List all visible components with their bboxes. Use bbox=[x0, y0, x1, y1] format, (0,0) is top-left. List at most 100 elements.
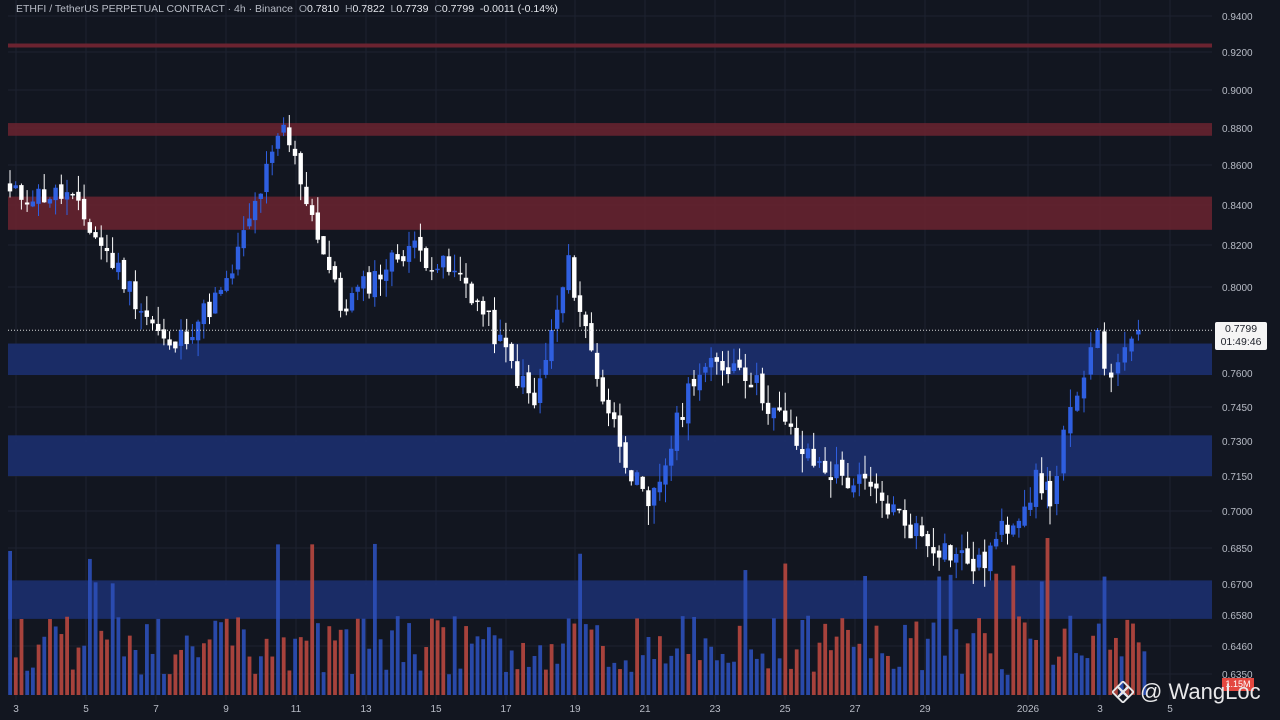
candle-body bbox=[475, 300, 480, 303]
candle-body bbox=[121, 259, 127, 290]
volume-bar bbox=[1102, 576, 1107, 695]
volume-bar bbox=[224, 618, 229, 695]
volume-bar bbox=[692, 616, 696, 695]
volume-bar bbox=[1000, 669, 1004, 695]
volume-bar bbox=[31, 667, 35, 695]
candle-body bbox=[195, 321, 201, 341]
volume-bar bbox=[1108, 649, 1113, 695]
volume-bar bbox=[800, 619, 805, 695]
candle-body bbox=[663, 465, 668, 485]
candle-body bbox=[577, 295, 583, 312]
volume-bar bbox=[384, 669, 389, 695]
volume-bar bbox=[726, 662, 731, 695]
volume-bar bbox=[19, 618, 24, 695]
candle-body bbox=[418, 236, 423, 251]
candle-body bbox=[1011, 525, 1016, 535]
candle-body bbox=[822, 460, 828, 473]
volume-bar bbox=[70, 669, 75, 695]
candle-body bbox=[309, 205, 315, 215]
volume-bar bbox=[829, 650, 833, 695]
candle-body bbox=[805, 448, 811, 459]
candle-body bbox=[42, 189, 47, 203]
volume-bar bbox=[743, 570, 748, 695]
volume-bar bbox=[304, 640, 309, 695]
volume-bar bbox=[583, 624, 588, 695]
volume-bar bbox=[555, 663, 560, 695]
candle-body bbox=[441, 255, 446, 268]
volume-bar bbox=[857, 643, 862, 695]
y-tick-label: 0.9000 bbox=[1222, 86, 1253, 97]
volume-bar bbox=[48, 619, 52, 695]
candle-body bbox=[686, 383, 691, 424]
candle-body bbox=[190, 336, 195, 341]
candle-body bbox=[327, 256, 332, 271]
volume-bar bbox=[988, 653, 993, 695]
low-label: L bbox=[390, 3, 397, 15]
volume-bar bbox=[908, 638, 913, 695]
volume-bar bbox=[1051, 664, 1056, 695]
volume-bar bbox=[441, 627, 446, 695]
candle-body bbox=[292, 148, 298, 156]
volume-bar bbox=[1136, 642, 1141, 695]
candle-body bbox=[800, 449, 805, 455]
volume-bar bbox=[1005, 674, 1010, 695]
volume-bar bbox=[521, 642, 525, 695]
candle-body bbox=[1088, 347, 1093, 375]
volume-bar bbox=[903, 624, 907, 695]
volume-bar bbox=[219, 622, 223, 695]
volume-bar bbox=[1142, 651, 1147, 695]
candle-body bbox=[748, 384, 754, 388]
candle-body bbox=[76, 191, 81, 201]
volume-bar bbox=[264, 638, 269, 695]
volume-bar bbox=[36, 644, 41, 695]
volume-bar bbox=[532, 656, 537, 695]
volume-bar bbox=[1096, 623, 1101, 695]
y-tick-label: 0.7000 bbox=[1222, 507, 1253, 518]
candle-body bbox=[24, 202, 30, 205]
candle-body bbox=[492, 309, 497, 345]
close-label: C bbox=[434, 3, 442, 15]
volume-bar bbox=[167, 674, 172, 695]
volume-bar bbox=[1062, 628, 1067, 695]
y-tick-label: 0.8200 bbox=[1222, 241, 1253, 252]
candle-body bbox=[287, 127, 292, 146]
volume-bar bbox=[435, 620, 440, 695]
x-tick-label: 9 bbox=[223, 704, 229, 715]
candle-body bbox=[726, 367, 731, 375]
volume-bar bbox=[116, 617, 121, 695]
volume-bar bbox=[259, 656, 263, 695]
volume-bar bbox=[469, 643, 474, 695]
bar-countdown: 01:49:46 bbox=[1220, 336, 1262, 348]
volume-bar bbox=[629, 671, 634, 695]
candle-body bbox=[1075, 395, 1080, 411]
volume-bar bbox=[173, 654, 178, 695]
candle-body bbox=[509, 343, 514, 361]
volume-bar bbox=[316, 623, 320, 695]
candle-body bbox=[395, 254, 400, 260]
candle-body bbox=[828, 477, 833, 481]
x-tick-label: 11 bbox=[291, 704, 302, 715]
volume-bar bbox=[874, 625, 879, 695]
volume-bar bbox=[276, 544, 280, 695]
y-tick-label: 0.7150 bbox=[1222, 472, 1253, 483]
candle-body bbox=[81, 198, 87, 220]
x-tick-label: 21 bbox=[639, 704, 651, 715]
support-zone bbox=[8, 343, 1212, 376]
candle-body bbox=[53, 187, 58, 201]
candle-body bbox=[161, 329, 167, 339]
candle-body bbox=[783, 410, 788, 422]
volume-bar bbox=[202, 643, 206, 695]
candle-body bbox=[372, 271, 377, 298]
volume-bar bbox=[538, 645, 543, 695]
volume-bar bbox=[196, 657, 201, 695]
volume-bar bbox=[25, 670, 30, 695]
volume-bar bbox=[783, 563, 788, 695]
y-tick-label: 0.8600 bbox=[1222, 161, 1253, 172]
volume-bar bbox=[361, 618, 366, 695]
candle-body bbox=[1136, 330, 1141, 335]
candle-body bbox=[99, 237, 104, 246]
volume-bar bbox=[464, 626, 468, 695]
candle-body bbox=[446, 256, 452, 272]
volume-bar bbox=[703, 638, 708, 695]
